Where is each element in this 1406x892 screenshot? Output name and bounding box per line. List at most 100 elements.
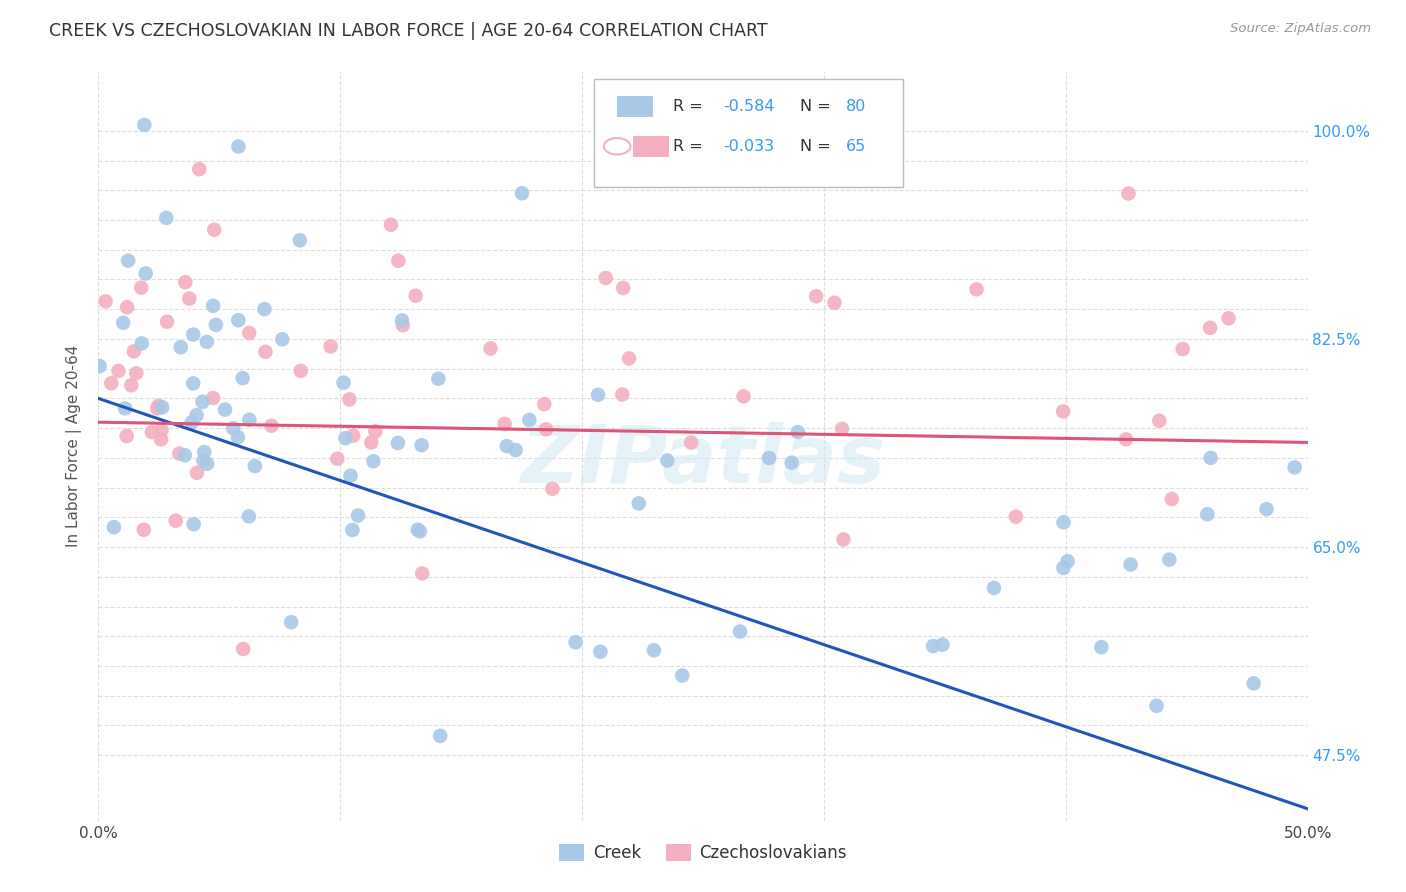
Point bbox=[657, 453, 679, 467]
Point bbox=[214, 402, 236, 417]
Point bbox=[120, 378, 142, 392]
Point bbox=[1052, 561, 1074, 575]
Point bbox=[181, 327, 204, 342]
Point bbox=[243, 459, 266, 474]
Point bbox=[174, 275, 197, 289]
Point bbox=[411, 566, 433, 581]
Point bbox=[612, 281, 634, 295]
Point bbox=[387, 436, 409, 450]
Point bbox=[409, 524, 432, 539]
Point bbox=[193, 453, 215, 467]
Point bbox=[228, 139, 250, 153]
Point bbox=[586, 388, 609, 402]
Point bbox=[253, 302, 276, 317]
Point bbox=[146, 401, 169, 416]
Point bbox=[232, 642, 254, 657]
Point bbox=[823, 295, 845, 310]
Point bbox=[733, 389, 755, 403]
Point bbox=[202, 223, 225, 237]
Point bbox=[117, 253, 139, 268]
Legend: Creek, Czechoslovakians: Creek, Czechoslovakians bbox=[553, 837, 853, 869]
Point bbox=[1199, 450, 1222, 465]
Point bbox=[131, 336, 153, 351]
Point bbox=[195, 457, 218, 471]
Point bbox=[479, 342, 502, 356]
Point bbox=[226, 430, 249, 444]
Point bbox=[232, 371, 254, 385]
Point bbox=[1146, 698, 1168, 713]
Point bbox=[150, 432, 173, 446]
Point bbox=[1256, 502, 1278, 516]
Text: Source: ZipAtlas.com: Source: ZipAtlas.com bbox=[1230, 22, 1371, 36]
Point bbox=[1284, 460, 1306, 475]
Point bbox=[347, 508, 370, 523]
Point bbox=[271, 332, 294, 346]
Point bbox=[169, 446, 191, 460]
FancyBboxPatch shape bbox=[617, 96, 654, 117]
Point bbox=[205, 318, 228, 332]
Point bbox=[1171, 342, 1194, 356]
Point bbox=[595, 271, 617, 285]
Point bbox=[1090, 640, 1112, 655]
Point bbox=[643, 643, 665, 657]
Point bbox=[627, 496, 650, 510]
Point bbox=[202, 391, 225, 405]
Point bbox=[94, 294, 117, 309]
Point bbox=[406, 523, 429, 537]
Point bbox=[339, 468, 361, 483]
FancyBboxPatch shape bbox=[595, 78, 903, 187]
Point bbox=[564, 635, 586, 649]
Point bbox=[228, 313, 250, 327]
Point bbox=[335, 431, 357, 445]
Y-axis label: In Labor Force | Age 20-64: In Labor Force | Age 20-64 bbox=[66, 345, 83, 547]
Point bbox=[360, 435, 382, 450]
Point bbox=[342, 523, 364, 537]
Text: N =: N = bbox=[800, 99, 835, 114]
Point bbox=[1052, 516, 1074, 530]
Text: 65: 65 bbox=[845, 139, 866, 153]
Point bbox=[288, 233, 311, 247]
Point bbox=[427, 372, 450, 386]
Point bbox=[983, 581, 1005, 595]
Point bbox=[1160, 491, 1182, 506]
Point bbox=[671, 668, 693, 682]
Point bbox=[202, 299, 225, 313]
Point bbox=[238, 326, 260, 340]
Point bbox=[290, 364, 312, 378]
Text: R =: R = bbox=[672, 139, 707, 153]
Point bbox=[89, 359, 111, 373]
Point bbox=[612, 387, 634, 401]
Point bbox=[319, 339, 342, 353]
Point bbox=[1052, 404, 1074, 418]
Point bbox=[332, 376, 354, 390]
Point bbox=[363, 454, 385, 468]
Point bbox=[380, 218, 402, 232]
Point bbox=[728, 624, 751, 639]
Point bbox=[103, 520, 125, 534]
Point bbox=[429, 729, 451, 743]
Point bbox=[115, 300, 138, 314]
Point bbox=[494, 417, 516, 431]
Point bbox=[183, 517, 205, 532]
Point bbox=[541, 482, 564, 496]
Point bbox=[681, 435, 703, 450]
Point bbox=[534, 422, 557, 436]
Point bbox=[280, 615, 302, 630]
Point bbox=[238, 509, 260, 524]
Point bbox=[411, 438, 433, 452]
Point bbox=[533, 397, 555, 411]
Point bbox=[392, 318, 415, 333]
Text: 80: 80 bbox=[845, 99, 866, 114]
Point bbox=[132, 523, 155, 537]
Point bbox=[112, 316, 135, 330]
Text: R =: R = bbox=[672, 99, 707, 114]
Point bbox=[114, 401, 136, 416]
Point bbox=[931, 638, 953, 652]
Point bbox=[1159, 552, 1181, 566]
Point bbox=[326, 451, 349, 466]
Point bbox=[260, 418, 283, 433]
Point bbox=[125, 366, 148, 380]
Point bbox=[786, 425, 808, 439]
Point bbox=[517, 413, 540, 427]
Text: CREEK VS CZECHOSLOVAKIAN IN LABOR FORCE | AGE 20-64 CORRELATION CHART: CREEK VS CZECHOSLOVAKIAN IN LABOR FORCE … bbox=[49, 22, 768, 40]
